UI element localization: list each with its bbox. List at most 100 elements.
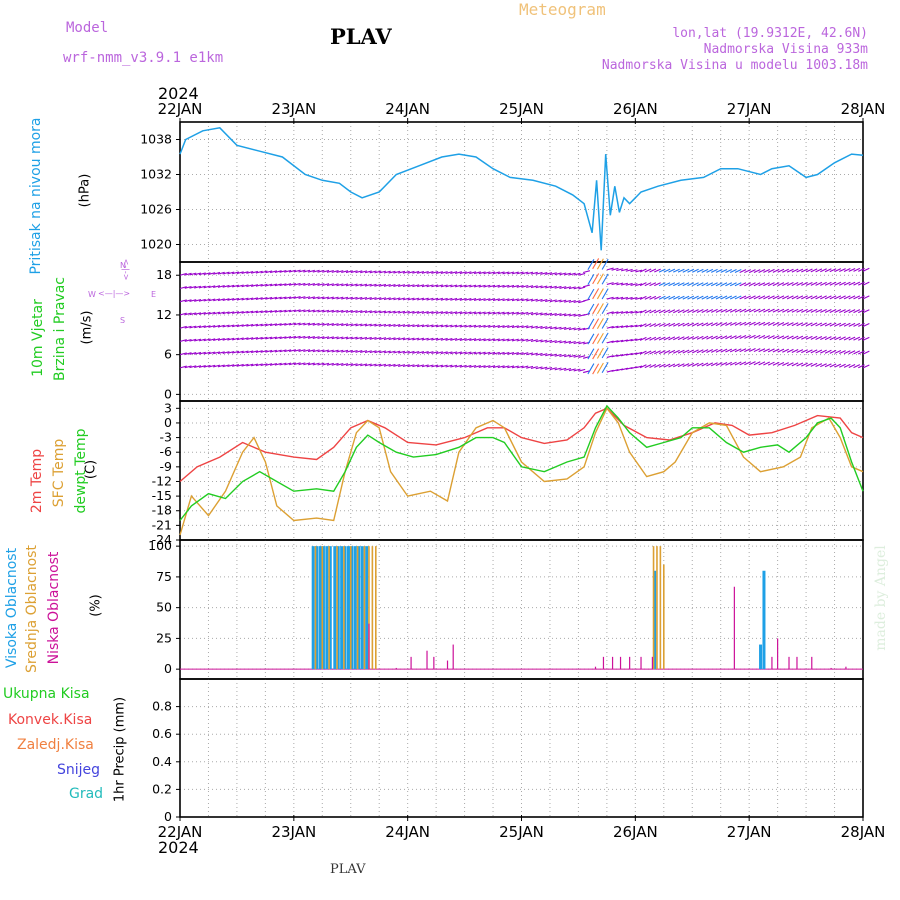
wind-barb <box>469 311 477 315</box>
wind-barb <box>748 334 756 339</box>
wind-barb <box>393 270 401 274</box>
wind-barb <box>601 288 609 300</box>
wind-barb <box>673 322 680 327</box>
wind-barb <box>526 285 534 289</box>
wind-barb <box>464 311 472 315</box>
wind-barb <box>478 365 486 368</box>
wind-barb <box>331 296 339 300</box>
wind-barb <box>222 271 230 275</box>
wind-barb <box>710 295 718 300</box>
wind-barb <box>853 295 861 300</box>
wind-barb <box>360 336 368 340</box>
wind-barb <box>606 355 614 358</box>
wind-barb <box>459 284 467 288</box>
wind-barb <box>203 364 211 368</box>
wind-barb <box>421 351 429 354</box>
wind-barb <box>772 321 780 326</box>
wind-barb <box>431 311 439 314</box>
wind-barb <box>265 296 273 300</box>
wind-barb <box>179 365 187 369</box>
wind-barb <box>858 281 865 286</box>
temp-line-sfc-temp <box>179 406 864 536</box>
wind-barb <box>478 324 486 328</box>
cloud-bar-high <box>360 546 364 670</box>
wind-barb <box>701 295 709 300</box>
wind-barb <box>748 361 756 366</box>
wind-barb <box>748 347 756 352</box>
wind-barb <box>269 349 278 353</box>
wind-barb <box>596 303 604 315</box>
wind-barb <box>364 283 372 287</box>
wind-barb <box>545 353 553 357</box>
wind-barb <box>815 363 823 368</box>
y-tick-label-pressure: 1038 <box>140 132 172 147</box>
wind-barb <box>611 325 619 329</box>
wind-barb <box>620 311 629 314</box>
wind-barb <box>492 351 500 355</box>
wind-barb <box>564 368 572 371</box>
wind-barb <box>184 338 192 342</box>
cloud-bar-mid <box>363 546 366 670</box>
wind-barb <box>815 308 823 313</box>
wind-barb <box>706 295 714 300</box>
wind-barb <box>673 349 680 354</box>
wind-barb <box>853 364 861 369</box>
wind-barb <box>298 309 306 313</box>
wind-barb <box>739 295 747 300</box>
station-title: PLAV <box>330 24 392 49</box>
wind-barb <box>530 366 538 369</box>
wind-barb <box>692 282 699 287</box>
wind-barb <box>217 364 225 368</box>
wind-barb <box>601 258 609 270</box>
wind-barb <box>255 363 263 367</box>
wind-barb <box>763 282 770 287</box>
y-tick-label-temp: -6 <box>160 444 173 459</box>
wind-barb <box>554 313 562 316</box>
wind-barb <box>630 296 638 300</box>
wind-barb <box>478 311 486 315</box>
wind-barb <box>435 297 444 301</box>
wind-barb <box>374 323 382 327</box>
wind-barb <box>322 296 330 300</box>
wind-barb <box>241 310 249 314</box>
wind-barb <box>535 298 543 302</box>
wind-barb <box>269 362 278 366</box>
wind-barb <box>744 295 752 300</box>
wind-barb <box>564 340 572 344</box>
wind-barb <box>426 284 434 288</box>
wind-barb <box>260 310 268 314</box>
wind-barb <box>526 271 534 275</box>
cloud-bar-low <box>611 656 614 670</box>
wind-barb <box>568 286 576 290</box>
wind-barb <box>251 297 259 301</box>
wind-barb <box>564 313 572 317</box>
cloud-bar-low <box>733 586 735 670</box>
wind-barb <box>654 350 661 355</box>
wind-barb <box>810 322 818 327</box>
wind-barb <box>473 284 481 288</box>
wind-barb <box>236 284 244 288</box>
wind-barb <box>369 310 377 314</box>
wind-barb <box>450 297 458 301</box>
wind-barb <box>440 364 448 368</box>
wind-barb <box>829 322 837 327</box>
wind-barb <box>763 321 770 326</box>
wind-barb <box>312 283 320 286</box>
wind-barb <box>341 270 349 274</box>
wind-barb <box>521 338 529 342</box>
wind-barb <box>312 362 320 366</box>
wind-barb <box>459 311 467 315</box>
wind-barb <box>393 284 401 287</box>
wind-barb <box>450 351 458 355</box>
wind-barb <box>696 349 704 354</box>
wind-barb <box>236 363 244 367</box>
y-tick-label-precip: 0.2 <box>152 781 172 796</box>
wind-barb <box>616 311 624 314</box>
wind-barb <box>701 349 709 354</box>
wind-barb <box>549 367 557 371</box>
wind-barb <box>402 364 410 368</box>
wind-barb <box>255 283 263 287</box>
wind-barb <box>345 336 353 340</box>
wind-barb <box>734 335 742 340</box>
wind-barb <box>725 361 733 366</box>
